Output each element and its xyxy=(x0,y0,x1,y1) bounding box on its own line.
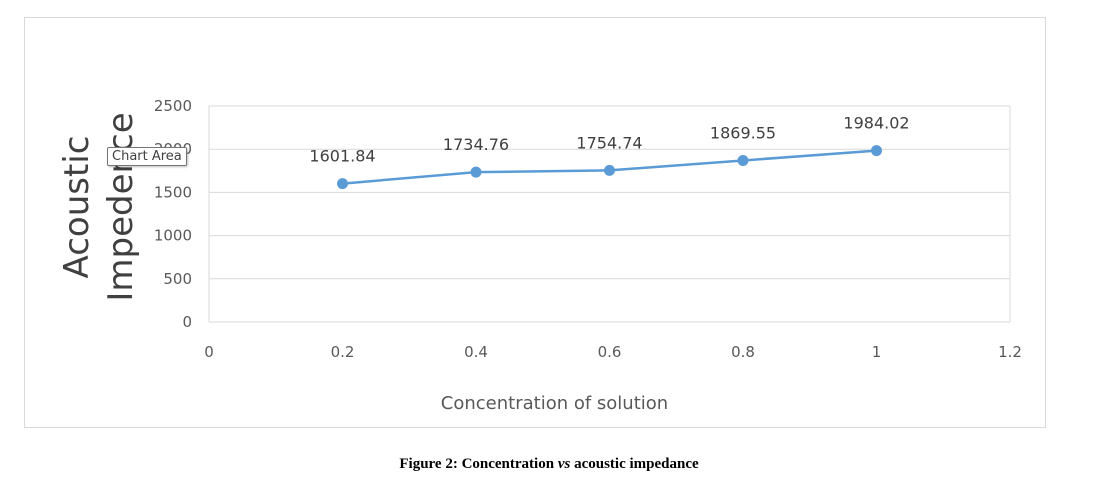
x-tick-label: 0.4 xyxy=(464,343,488,361)
data-point xyxy=(337,178,348,190)
data-label: 1984.02 xyxy=(843,114,909,133)
y-axis-title-line: Impedence xyxy=(101,112,141,301)
x-tick-label: 1.2 xyxy=(998,343,1022,361)
data-label: 1601.84 xyxy=(309,147,375,166)
x-tick-label: 0 xyxy=(204,343,214,361)
data-point xyxy=(470,166,482,178)
caption-italic: vs xyxy=(557,456,571,472)
data-label: 1734.76 xyxy=(443,135,509,154)
y-tick-label: 1000 xyxy=(154,227,192,245)
figure-caption: Figure 2: Concentration vs acoustic impe… xyxy=(0,456,1098,473)
y-tick-label: 2500 xyxy=(154,97,192,115)
x-axis-title: Concentration of solution xyxy=(441,393,668,414)
data-label: 1869.55 xyxy=(710,123,776,142)
x-tick-label: 0.6 xyxy=(598,343,622,361)
line-chart: 0500100015002000250000.20.40.60.811.2Con… xyxy=(57,97,1022,414)
chart-area[interactable] xyxy=(24,17,1046,428)
caption-suffix: acoustic impedance xyxy=(570,456,699,472)
y-axis-title: Acoustic Impedence xyxy=(57,112,141,301)
chart-area-tooltip: Chart Area xyxy=(107,147,187,166)
data-label: 1754.74 xyxy=(576,133,642,152)
y-tick-label: 500 xyxy=(163,270,192,288)
data-point xyxy=(737,154,749,166)
x-tick-label: 1 xyxy=(872,343,882,361)
y-tick-label: 0 xyxy=(182,313,192,331)
data-point xyxy=(871,145,882,157)
y-tick-label: 1500 xyxy=(154,183,192,201)
x-tick-label: 0.8 xyxy=(731,343,755,361)
caption-prefix: Figure 2: Concentration xyxy=(399,456,558,472)
y-axis-title-line: Acoustic xyxy=(57,136,97,279)
x-tick-label: 0.2 xyxy=(331,343,355,361)
data-point xyxy=(604,164,615,176)
